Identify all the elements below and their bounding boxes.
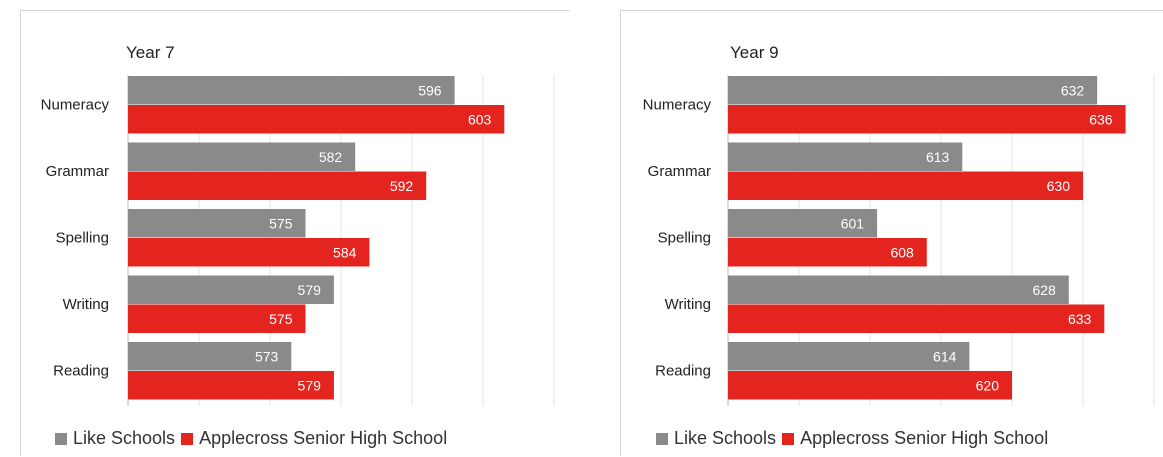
data-label-applecross-senior-high-school-writing: 575 [269,311,293,327]
data-label-like-schools-spelling: 601 [841,215,865,231]
legend-label-applecross: Applecross Senior High School [199,428,448,448]
data-label-applecross-senior-high-school-reading: 579 [298,377,322,393]
legend-item-like-schools: Like Schools [656,428,776,449]
data-label-like-schools-writing: 628 [1032,282,1056,298]
category-label-numeracy: Numeracy [643,97,712,114]
bar-like-schools-numeracy [728,76,1098,105]
data-label-applecross-senior-high-school-numeracy: 636 [1089,111,1113,127]
bar-applecross-senior-high-school-reading [728,371,1012,400]
bar-applecross-senior-high-school-numeracy [728,105,1126,134]
bar-applecross-senior-high-school-reading [128,371,334,400]
bar-like-schools-writing [728,275,1069,304]
data-label-applecross-senior-high-school-grammar: 592 [390,178,414,194]
legend-label-like-schools: Like Schools [73,428,176,448]
chart-legend: Like Schools Applecross Senior High Scho… [656,428,1054,449]
legend-swatch-applecross [782,432,795,445]
data-label-applecross-senior-high-school-grammar: 630 [1047,178,1071,194]
data-label-like-schools-writing: 579 [298,282,322,298]
bar-applecross-senior-high-school-writing [128,304,306,333]
category-label-writing: Writing [665,296,711,313]
bar-like-schools-spelling [128,209,306,238]
legend-swatch-like-schools [55,432,67,445]
year-9-chart-panel: Year 9 Numeracy 632 636 Grammar 613 630 Spelli… [620,10,1163,456]
year-7-bar-chart: Numeracy 596 603 Grammar 582 592 Spelling 575 58… [41,75,555,406]
bar-applecross-senior-high-school-spelling [128,238,370,267]
data-label-like-schools-reading: 573 [255,348,279,364]
chart-legend: Like Schools Applecross Senior High Scho… [55,428,453,449]
bar-like-schools-grammar [128,142,356,171]
chart-title: Year 9 [730,43,779,62]
bar-like-schools-spelling [728,209,878,238]
category-label-grammar: Grammar [648,163,711,180]
category-label-grammar: Grammar [46,163,109,180]
bar-like-schools-numeracy [128,76,455,105]
bar-applecross-senior-high-school-numeracy [128,105,505,134]
legend-label-applecross: Applecross Senior High School [800,428,1049,448]
data-label-like-schools-spelling: 575 [269,215,293,231]
data-label-like-schools-reading: 614 [933,348,957,364]
legend-item-applecross: Applecross Senior High School [782,428,1048,449]
bar-applecross-senior-high-school-spelling [728,238,927,267]
bar-applecross-senior-high-school-writing [728,304,1105,333]
legend-swatch-like-schools [656,432,668,445]
data-label-applecross-senior-high-school-writing: 633 [1068,311,1092,327]
data-label-applecross-senior-high-school-numeracy: 603 [468,111,492,127]
data-label-like-schools-numeracy: 632 [1061,82,1085,98]
legend-label-like-schools: Like Schools [674,428,777,448]
bar-applecross-senior-high-school-grammar [128,171,427,200]
category-label-writing: Writing [63,296,109,313]
category-label-numeracy: Numeracy [41,97,110,114]
legend-item-like-schools: Like Schools [55,428,175,449]
bar-like-schools-grammar [728,142,963,171]
bar-like-schools-reading [128,342,292,371]
year-7-chart-panel: Year 7 Numeracy 596 603 Grammar 582 592 Spelli… [20,10,570,456]
category-label-reading: Reading [53,363,109,380]
category-label-reading: Reading [655,363,711,380]
bar-applecross-senior-high-school-grammar [728,171,1083,200]
data-label-applecross-senior-high-school-spelling: 608 [890,244,914,260]
data-label-applecross-senior-high-school-spelling: 584 [333,244,357,260]
category-label-spelling: Spelling [658,230,711,247]
bar-like-schools-writing [128,275,334,304]
data-label-like-schools-grammar: 582 [319,149,343,165]
bar-like-schools-reading [728,342,970,371]
chart-title: Year 7 [126,43,175,62]
legend-item-applecross: Applecross Senior High School [181,428,447,449]
category-label-spelling: Spelling [56,230,109,247]
data-label-like-schools-numeracy: 596 [418,82,442,98]
data-label-like-schools-grammar: 613 [926,149,950,165]
legend-swatch-applecross [181,432,194,445]
data-label-applecross-senior-high-school-reading: 620 [976,377,1000,393]
